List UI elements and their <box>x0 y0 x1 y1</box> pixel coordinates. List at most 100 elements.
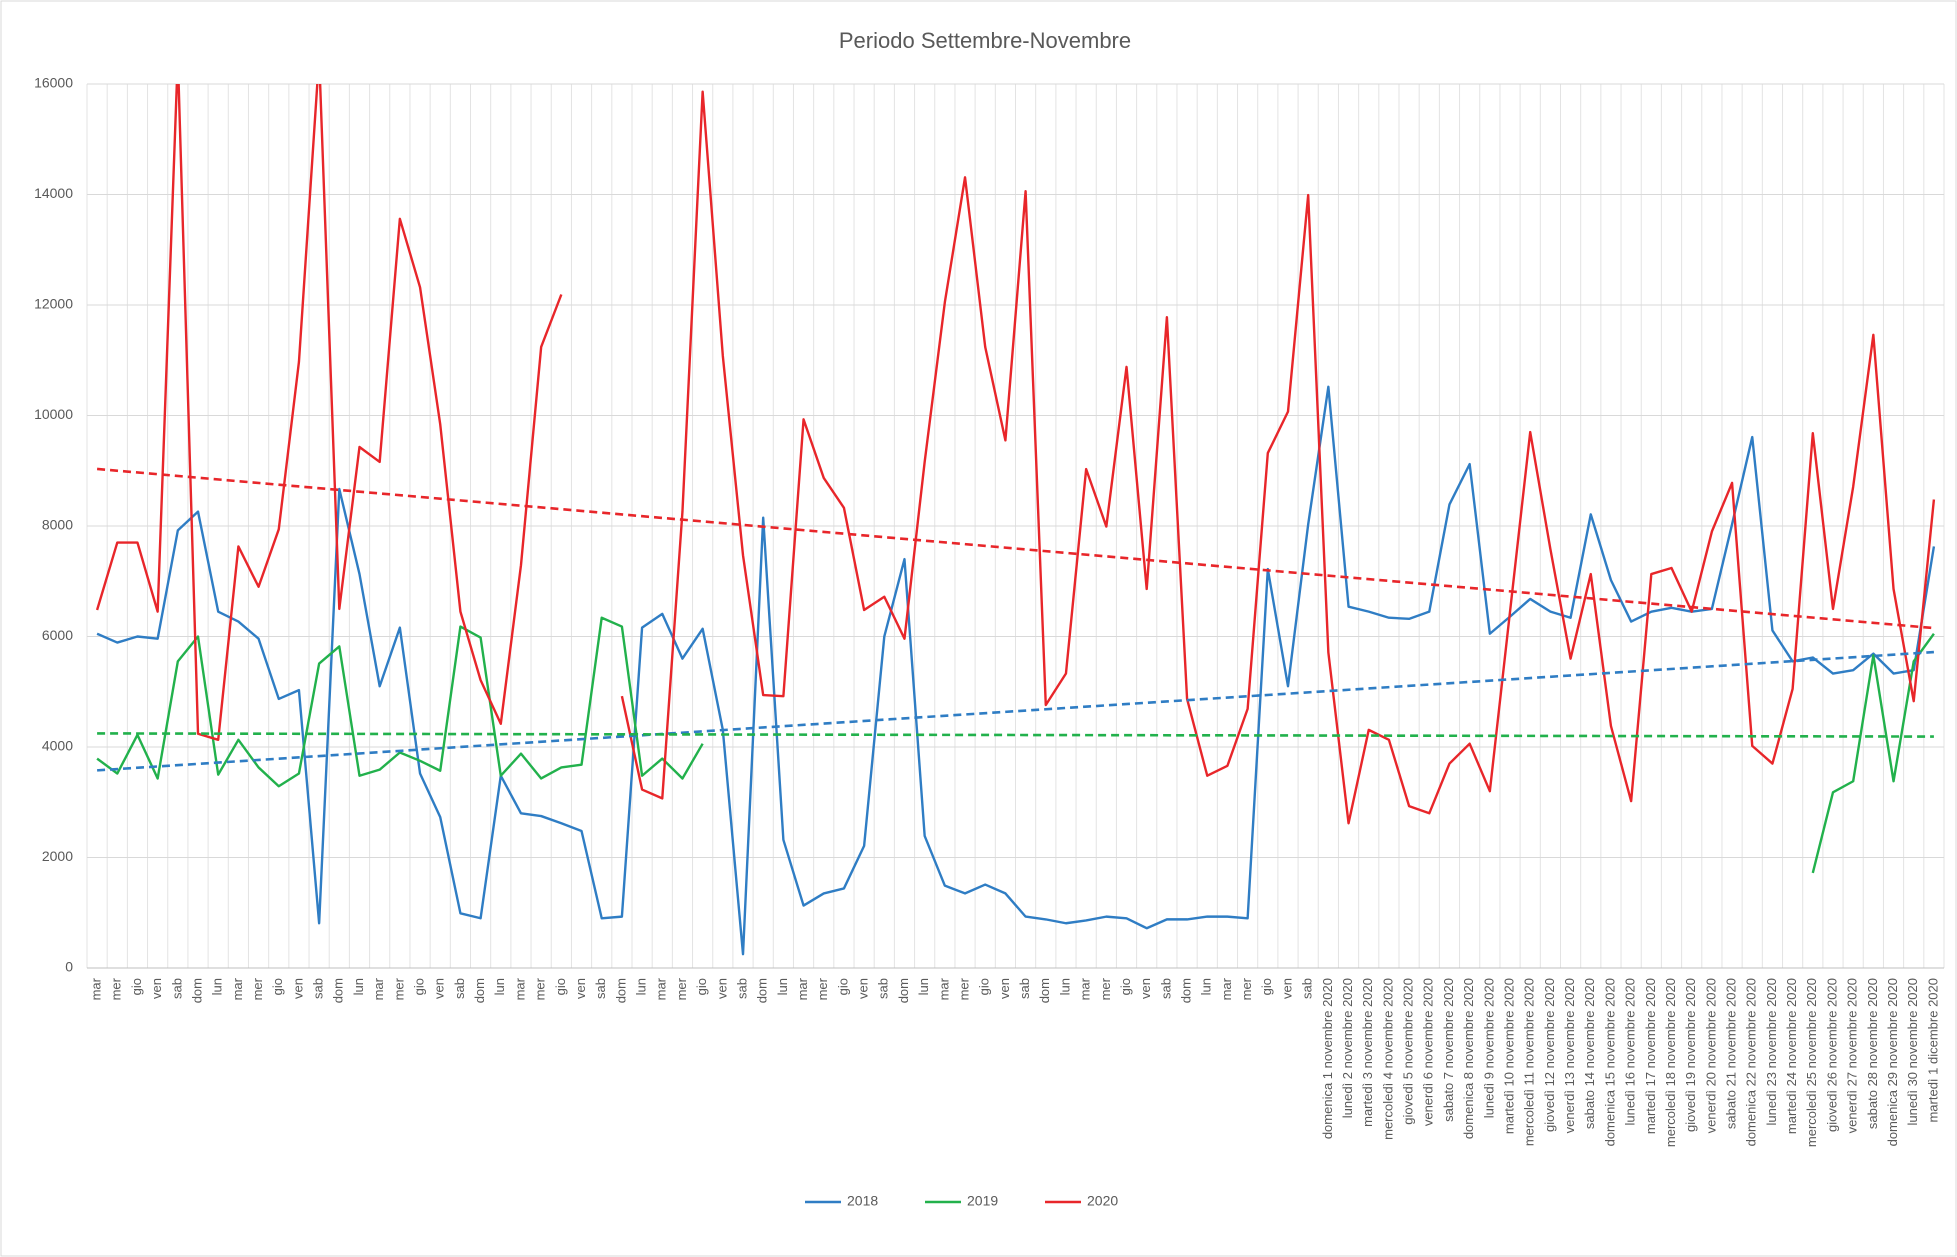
x-tick-label: mar <box>371 977 386 1000</box>
x-tick-label: domenica 1 novembre 2020 <box>1320 978 1335 1139</box>
x-tick-label: mer <box>533 977 548 1000</box>
x-tick-label: giovedì 26 novembre 2020 <box>1824 978 1839 1132</box>
x-tick-label: sab <box>734 978 749 999</box>
legend-label: 2019 <box>967 1193 998 1209</box>
x-tick-label: sab <box>1017 978 1032 999</box>
x-tick-label: lunedì 23 novembre 2020 <box>1764 978 1779 1125</box>
x-tick-label: dom <box>472 978 487 1003</box>
y-tick-label: 12000 <box>34 296 73 312</box>
x-tick-label: ven <box>856 978 871 999</box>
x-tick-label: lun <box>775 978 790 995</box>
x-tick-label: venerdì 27 novembre 2020 <box>1845 978 1860 1133</box>
x-tick-label: lunedì 16 novembre 2020 <box>1623 978 1638 1125</box>
x-tick-label: gio <box>835 978 850 995</box>
x-tick-label: venerdì 13 novembre 2020 <box>1562 978 1577 1133</box>
x-tick-label: dom <box>613 978 628 1003</box>
x-tick-label: mer <box>391 977 406 1000</box>
x-tick-label: mercoledì 11 novembre 2020 <box>1522 978 1537 1146</box>
trend-line <box>97 732 1934 738</box>
series-line <box>95 84 1936 825</box>
x-tick-label: mer <box>109 977 124 1000</box>
x-tick-label: ven <box>1138 978 1153 999</box>
x-tick-label: mer <box>956 977 971 1000</box>
x-tick-label: sabato 21 novembre 2020 <box>1723 978 1738 1129</box>
x-tick-label: venerdì 20 novembre 2020 <box>1703 978 1718 1133</box>
x-tick-label: sab <box>1300 978 1315 999</box>
x-tick-label: gio <box>129 978 144 995</box>
x-tick-label: lun <box>1057 978 1072 995</box>
x-tick-label: sabato 14 novembre 2020 <box>1582 978 1597 1129</box>
x-tick-label: dom <box>755 978 770 1003</box>
x-tick-label: ven <box>573 978 588 999</box>
x-tick-label: mercoledì 18 novembre 2020 <box>1663 978 1678 1147</box>
x-tick-label: mar <box>230 977 245 1000</box>
x-tick-label: mar <box>89 977 104 1000</box>
y-tick-label: 4000 <box>42 738 73 754</box>
x-tick-label: gio <box>1259 978 1274 995</box>
x-tick-label: domenica 29 novembre 2020 <box>1885 978 1900 1146</box>
trend-line <box>96 467 1935 630</box>
x-tick-label: ven <box>997 978 1012 999</box>
trend-line <box>97 650 1934 772</box>
x-tick-label: mer <box>250 977 265 1000</box>
legend-label: 2020 <box>1087 1193 1118 1209</box>
x-tick-label: mar <box>1219 977 1234 1000</box>
x-tick-label: martedì 17 novembre 2020 <box>1643 978 1658 1134</box>
x-tick-label: lunedì 2 novembre 2020 <box>1340 978 1355 1118</box>
x-tick-label: giovedì 5 novembre 2020 <box>1401 978 1416 1125</box>
x-tick-label: gio <box>270 978 285 995</box>
x-tick-label: mercoledì 25 novembre 2020 <box>1804 978 1819 1147</box>
x-tick-label: sabato 7 novembre 2020 <box>1441 978 1456 1122</box>
x-tick-label: domenica 8 novembre 2020 <box>1461 978 1476 1139</box>
legend-label: 2018 <box>847 1193 878 1209</box>
x-tick-label: giovedì 19 novembre 2020 <box>1683 978 1698 1132</box>
x-tick-label: domenica 15 novembre 2020 <box>1602 978 1617 1146</box>
x-tick-label: ven <box>714 978 729 999</box>
y-tick-label: 0 <box>65 959 73 975</box>
x-tick-label: ven <box>149 978 164 999</box>
x-tick-label: lun <box>916 978 931 995</box>
x-tick-label: sab <box>1158 978 1173 999</box>
x-tick-label: lun <box>492 978 507 995</box>
x-tick-label: giovedì 12 novembre 2020 <box>1542 978 1557 1132</box>
x-tick-label: martedì 24 novembre 2020 <box>1784 978 1799 1134</box>
x-tick-label: sab <box>169 978 184 999</box>
x-tick-label: venerdì 6 novembre 2020 <box>1421 978 1436 1126</box>
x-tick-label: mer <box>1239 977 1254 1000</box>
series-line <box>96 385 1936 956</box>
x-tick-label: sab <box>311 978 326 999</box>
x-tick-label: sab <box>876 978 891 999</box>
x-tick-label: mar <box>512 977 527 1000</box>
x-tick-label: lun <box>210 978 225 995</box>
x-tick-label: dom <box>1037 978 1052 1003</box>
x-tick-label: lun <box>351 978 366 995</box>
x-tick-label: martedì 10 novembre 2020 <box>1501 978 1516 1134</box>
x-tick-label: lun <box>634 978 649 995</box>
x-tick-label: ven <box>290 978 305 999</box>
x-tick-label: gio <box>553 978 568 995</box>
x-tick-label: lunedì 30 novembre 2020 <box>1905 978 1920 1125</box>
chart-title: Periodo Settembre-Novembre <box>839 28 1131 53</box>
x-tick-label: gio <box>1118 978 1133 995</box>
x-tick-label: gio <box>411 978 426 995</box>
x-tick-label: mar <box>936 977 951 1000</box>
x-tick-label: mar <box>654 977 669 1000</box>
x-tick-label: mercoledì 4 novembre 2020 <box>1380 978 1395 1140</box>
x-tick-label: mer <box>815 977 830 1000</box>
x-tick-label: dom <box>1179 978 1194 1003</box>
x-tick-label: mar <box>1078 977 1093 1000</box>
x-tick-label: gio <box>977 978 992 995</box>
x-tick-label: mer <box>1098 977 1113 1000</box>
x-tick-label: dom <box>331 978 346 1003</box>
x-tick-label: mer <box>674 977 689 1000</box>
plot <box>95 84 1936 956</box>
x-tick-label: dom <box>896 978 911 1003</box>
x-tick-label: gio <box>694 978 709 995</box>
x-tick-label: lunedì 9 novembre 2020 <box>1481 978 1496 1118</box>
series-line <box>96 616 1935 874</box>
x-tick-label: sabato 28 novembre 2020 <box>1865 978 1880 1129</box>
y-tick-label: 6000 <box>42 627 73 643</box>
x-tick-label: dom <box>189 978 204 1003</box>
